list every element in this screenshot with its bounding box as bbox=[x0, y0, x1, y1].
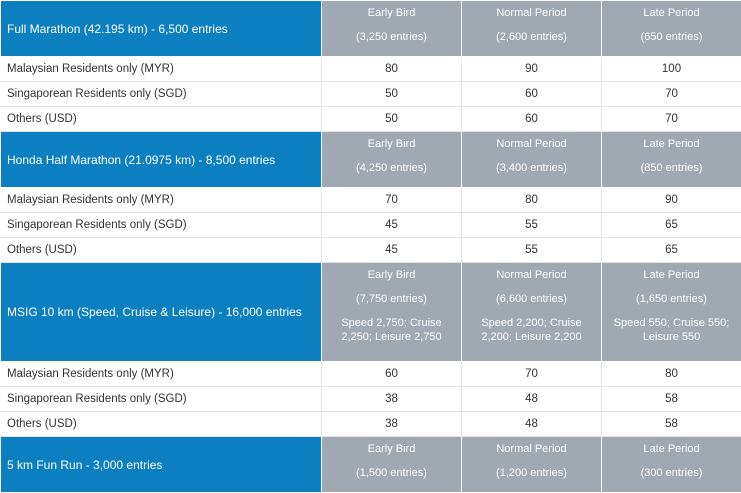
category-title: Honda Half Marathon (21.0975 km) - 8,500… bbox=[1, 132, 322, 188]
category-header-row: Honda Half Marathon (21.0975 km) - 8,500… bbox=[1, 132, 741, 188]
phase-name: Normal Period bbox=[496, 269, 566, 281]
residency-label: Others (USD) bbox=[1, 107, 322, 132]
fee-value: 60 bbox=[462, 107, 602, 132]
phase-name: Late Period bbox=[643, 138, 699, 150]
phase-entries: (3,250 entries) bbox=[326, 30, 457, 44]
phase-header-normal-period: Normal Period (3,400 entries) bbox=[462, 132, 602, 188]
phase-entries: (1,200 entries) bbox=[466, 466, 597, 480]
fee-value: 50 bbox=[322, 82, 462, 107]
fee-value: 80 bbox=[602, 362, 741, 387]
phase-entries: (300 entries) bbox=[606, 466, 737, 480]
category-header-row: 5 km Fun Run - 3,000 entries Early Bird (… bbox=[1, 437, 741, 493]
fee-value: 70 bbox=[602, 107, 741, 132]
phase-entries: (4,250 entries) bbox=[326, 161, 457, 175]
phase-entries: (650 entries) bbox=[606, 30, 737, 44]
fee-value: 45 bbox=[322, 213, 462, 238]
fee-row: Malaysian Residents only (MYR) 80 90 100 bbox=[1, 57, 741, 82]
fee-row: Singaporean Residents only (SGD) 45 55 6… bbox=[1, 213, 741, 238]
category-title: Full Marathon (42.195 km) - 6,500 entrie… bbox=[1, 1, 322, 57]
phase-name: Early Bird bbox=[368, 7, 416, 19]
fee-value: 50 bbox=[322, 107, 462, 132]
fee-value: 65 bbox=[602, 238, 741, 263]
residency-label: Others (USD) bbox=[1, 238, 322, 263]
phase-category-split: Speed 2,200; Cruise 2,200; Leisure 2,200 bbox=[466, 316, 597, 344]
category-title: 5 km Fun Run - 3,000 entries bbox=[1, 437, 322, 493]
phase-header-late-period: Late Period (650 entries) bbox=[602, 1, 741, 57]
fee-value: 70 bbox=[462, 362, 602, 387]
fee-value: 65 bbox=[602, 213, 741, 238]
fee-value: 60 bbox=[462, 82, 602, 107]
phase-entries: (7,750 entries) bbox=[326, 292, 457, 306]
residency-label: Singaporean Residents only (SGD) bbox=[1, 82, 322, 107]
fee-value: 60 bbox=[322, 362, 462, 387]
phase-category-split: Speed 550; Cruise 550; Leisure 550 bbox=[606, 316, 737, 344]
phase-entries: (850 entries) bbox=[606, 161, 737, 175]
phase-name: Early Bird bbox=[368, 443, 416, 455]
phase-header-late-period: Late Period (300 entries) bbox=[602, 437, 741, 493]
phase-header-normal-period: Normal Period (2,600 entries) bbox=[462, 1, 602, 57]
fee-value: 38 bbox=[322, 412, 462, 437]
phase-entries: (1,500 entries) bbox=[326, 466, 457, 480]
phase-header-normal-period: Normal Period (1,200 entries) bbox=[462, 437, 602, 493]
phase-name: Normal Period bbox=[496, 443, 566, 455]
phase-header-late-period: Late Period (1,650 entries) Speed 550; Cru… bbox=[602, 263, 741, 362]
phase-entries: (1,650 entries) bbox=[606, 292, 737, 306]
fee-value: 55 bbox=[462, 213, 602, 238]
fee-value: 100 bbox=[602, 57, 741, 82]
fee-row: Others (USD) 45 55 65 bbox=[1, 238, 741, 263]
phase-header-early-bird: Early Bird (1,500 entries) bbox=[322, 437, 462, 493]
residency-label: Malaysian Residents only (MYR) bbox=[1, 188, 322, 213]
phase-header-late-period: Late Period (850 entries) bbox=[602, 132, 741, 188]
phase-header-early-bird: Early Bird (3,250 entries) bbox=[322, 1, 462, 57]
category-header-row: MSIG 10 km (Speed, Cruise & Leisure) - 1… bbox=[1, 263, 741, 362]
fee-value: 38 bbox=[322, 387, 462, 412]
residency-label: Malaysian Residents only (MYR) bbox=[1, 57, 322, 82]
phase-name: Late Period bbox=[643, 443, 699, 455]
category-header-row: Full Marathon (42.195 km) - 6,500 entrie… bbox=[1, 1, 741, 57]
residency-label: Others (USD) bbox=[1, 412, 322, 437]
fee-row: Malaysian Residents only (MYR) 70 80 90 bbox=[1, 188, 741, 213]
fee-row: Malaysian Residents only (MYR) 60 70 80 bbox=[1, 362, 741, 387]
fee-row: Others (USD) 50 60 70 bbox=[1, 107, 741, 132]
fee-value: 80 bbox=[322, 57, 462, 82]
phase-name: Late Period bbox=[643, 7, 699, 19]
fee-value: 45 bbox=[322, 238, 462, 263]
fee-value: 70 bbox=[602, 82, 741, 107]
category-title: MSIG 10 km (Speed, Cruise & Leisure) - 1… bbox=[1, 263, 322, 362]
phase-name: Early Bird bbox=[368, 269, 416, 281]
fee-value: 90 bbox=[462, 57, 602, 82]
phase-name: Normal Period bbox=[496, 138, 566, 150]
phase-category-split: Speed 2,750; Cruise 2,250; Leisure 2,750 bbox=[326, 316, 457, 344]
fee-value: 55 bbox=[462, 238, 602, 263]
phase-entries: (2,600 entries) bbox=[466, 30, 597, 44]
fee-value: 80 bbox=[462, 188, 602, 213]
phase-header-early-bird: Early Bird (4,250 entries) bbox=[322, 132, 462, 188]
fee-value: 48 bbox=[462, 387, 602, 412]
phase-entries: (3,400 entries) bbox=[466, 161, 597, 175]
residency-label: Malaysian Residents only (MYR) bbox=[1, 362, 322, 387]
phase-name: Normal Period bbox=[496, 7, 566, 19]
fee-value: 58 bbox=[602, 412, 741, 437]
fee-row: Singaporean Residents only (SGD) 50 60 7… bbox=[1, 82, 741, 107]
fee-row: Singaporean Residents only (SGD) 38 48 5… bbox=[1, 387, 741, 412]
fee-value: 48 bbox=[462, 412, 602, 437]
phase-entries: (6,600 entries) bbox=[466, 292, 597, 306]
fee-row: Others (USD) 38 48 58 bbox=[1, 412, 741, 437]
residency-label: Singaporean Residents only (SGD) bbox=[1, 387, 322, 412]
fee-value: 90 bbox=[602, 188, 741, 213]
phase-header-normal-period: Normal Period (6,600 entries) Speed 2,200;… bbox=[462, 263, 602, 362]
phase-name: Early Bird bbox=[368, 138, 416, 150]
phase-name: Late Period bbox=[643, 269, 699, 281]
fee-value: 58 bbox=[602, 387, 741, 412]
fee-value: 70 bbox=[322, 188, 462, 213]
residency-label: Singaporean Residents only (SGD) bbox=[1, 213, 322, 238]
phase-header-early-bird: Early Bird (7,750 entries) Speed 2,750; Cr… bbox=[322, 263, 462, 362]
